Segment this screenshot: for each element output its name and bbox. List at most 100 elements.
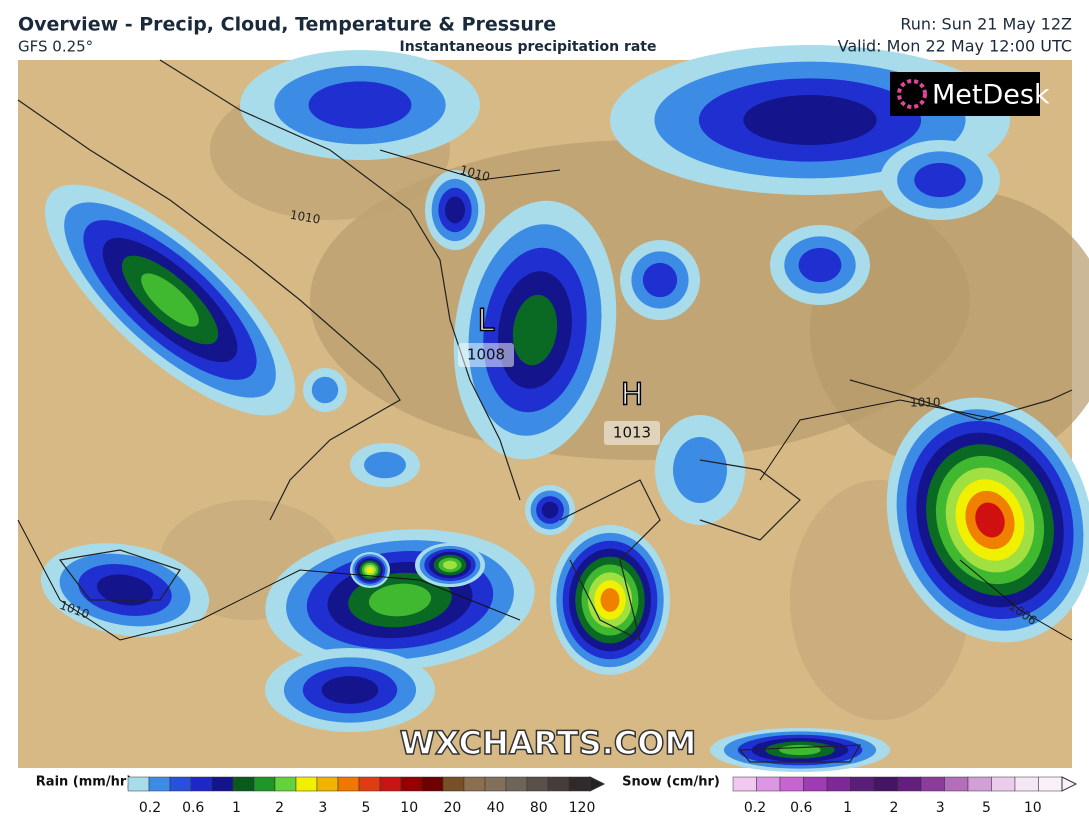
precip-area: [512, 294, 558, 366]
rain-color-box: [358, 776, 381, 792]
rain-color-box: [484, 776, 507, 792]
isobar: [17, 519, 521, 641]
rain-color-box: [211, 776, 234, 792]
valid-time: Valid: Mon 22 May 12:00 UTC: [838, 37, 1072, 56]
rain-color-box: [169, 776, 192, 792]
rain-color-box: [442, 776, 465, 792]
rain-tick-label: 3: [318, 800, 327, 816]
coastline: [738, 744, 862, 763]
rain-tick-label: 80: [530, 800, 548, 816]
rain-color-box: [505, 776, 528, 792]
rain-color-box: [337, 776, 360, 792]
snow-legend-label: Snow (cm/hr): [622, 775, 720, 790]
precip-area: [445, 196, 465, 224]
snow-color-box: [732, 776, 757, 792]
isobar-label: 1010: [289, 208, 322, 227]
snow-color-box: [779, 776, 804, 792]
snow-color-box: [826, 776, 851, 792]
snow-color-box: [1038, 776, 1063, 792]
rain-color-box: [568, 776, 591, 792]
snow-color-box: [991, 776, 1016, 792]
rain-color-box: [232, 776, 255, 792]
rain-tick-label: 0.2: [139, 800, 161, 816]
snow-color-box: [1014, 776, 1039, 792]
rain-color-box: [547, 776, 570, 792]
rain-tick-label: 2: [275, 800, 284, 816]
pressure-value: 1013: [613, 424, 651, 442]
rain-color-box: [463, 776, 486, 792]
rain-tick-label: 0.6: [182, 800, 204, 816]
snow-color-box: [803, 776, 828, 792]
rain-bar-arrow: [589, 776, 606, 792]
rain-color-box: [526, 776, 549, 792]
precip-area: [443, 560, 457, 570]
coastline: [58, 549, 181, 601]
precip-area: [541, 501, 559, 519]
precip-area: [914, 162, 966, 198]
coastline: [559, 479, 661, 642]
coastline: [699, 459, 801, 541]
rain-legend-label: Rain (mm/hr): [36, 775, 132, 790]
coastline: [849, 379, 1073, 421]
logo-icon: [897, 79, 927, 109]
watermark: WXCHARTS.COM: [400, 724, 697, 762]
precip-area: [364, 451, 406, 479]
isobar: [759, 399, 1001, 481]
precip-area: [975, 502, 1005, 538]
precip-area: [798, 247, 842, 283]
snow-bar-arrow: [1061, 776, 1078, 792]
snow-tick-label: 10: [1024, 800, 1042, 816]
snow-tick-label: 1: [843, 800, 852, 816]
snow-color-box: [967, 776, 992, 792]
rain-color-box: [190, 776, 213, 792]
rain-color-box: [253, 776, 276, 792]
isobar: [379, 149, 561, 181]
isobar-label: 1010: [910, 396, 941, 410]
rain-color-box: [127, 776, 150, 792]
terrain: [810, 190, 1089, 470]
rain-tick-label: 40: [487, 800, 505, 816]
precip-area: [366, 566, 374, 574]
precip-area: [141, 273, 199, 327]
rain-color-box: [316, 776, 339, 792]
snow-color-box: [897, 776, 922, 792]
pressure-symbol: H: [621, 378, 644, 413]
isobar: [959, 559, 1073, 641]
snow-tick-label: 0.2: [744, 800, 766, 816]
snow-color-box: [944, 776, 969, 792]
model: GFS 0.25°: [18, 38, 93, 56]
rain-tick-label: 5: [362, 800, 371, 816]
precip-area: [308, 81, 412, 129]
pressure-value: 1008: [467, 346, 505, 364]
rain-color-box: [295, 776, 318, 792]
rain-color-box: [421, 776, 444, 792]
rain-color-box: [379, 776, 402, 792]
logo-text: MetDesk: [932, 80, 1050, 111]
precip-area: [368, 583, 432, 617]
pressure-box: [604, 421, 660, 445]
rain-color-box: [148, 776, 171, 792]
snow-color-box: [756, 776, 781, 792]
title: Overview - Precip, Cloud, Temperature & …: [18, 14, 556, 36]
rain-color-box: [274, 776, 297, 792]
precip-area: [600, 588, 620, 612]
pressure-symbol: L: [478, 304, 495, 339]
snow-color-box: [873, 776, 898, 792]
rain-tick-label: 20: [443, 800, 461, 816]
snow-tick-label: 3: [936, 800, 945, 816]
snow-color-box: [920, 776, 945, 792]
run-time: Run: Sun 21 May 12Z: [900, 15, 1072, 34]
coastline: [17, 99, 401, 521]
rain-tick-label: 10: [400, 800, 418, 816]
precip-area: [743, 95, 877, 145]
precip-area: [96, 574, 154, 606]
snow-tick-label: 5: [982, 800, 991, 816]
pressure-box: [458, 343, 514, 367]
rain-tick-label: 120: [569, 800, 596, 816]
snow-color-box: [850, 776, 875, 792]
map: 10101010101010101006L1008H1013MetDeskWXC…: [17, 45, 1089, 772]
precip-area: [311, 376, 339, 404]
precip-area: [321, 676, 379, 704]
precip-area: [673, 437, 727, 503]
